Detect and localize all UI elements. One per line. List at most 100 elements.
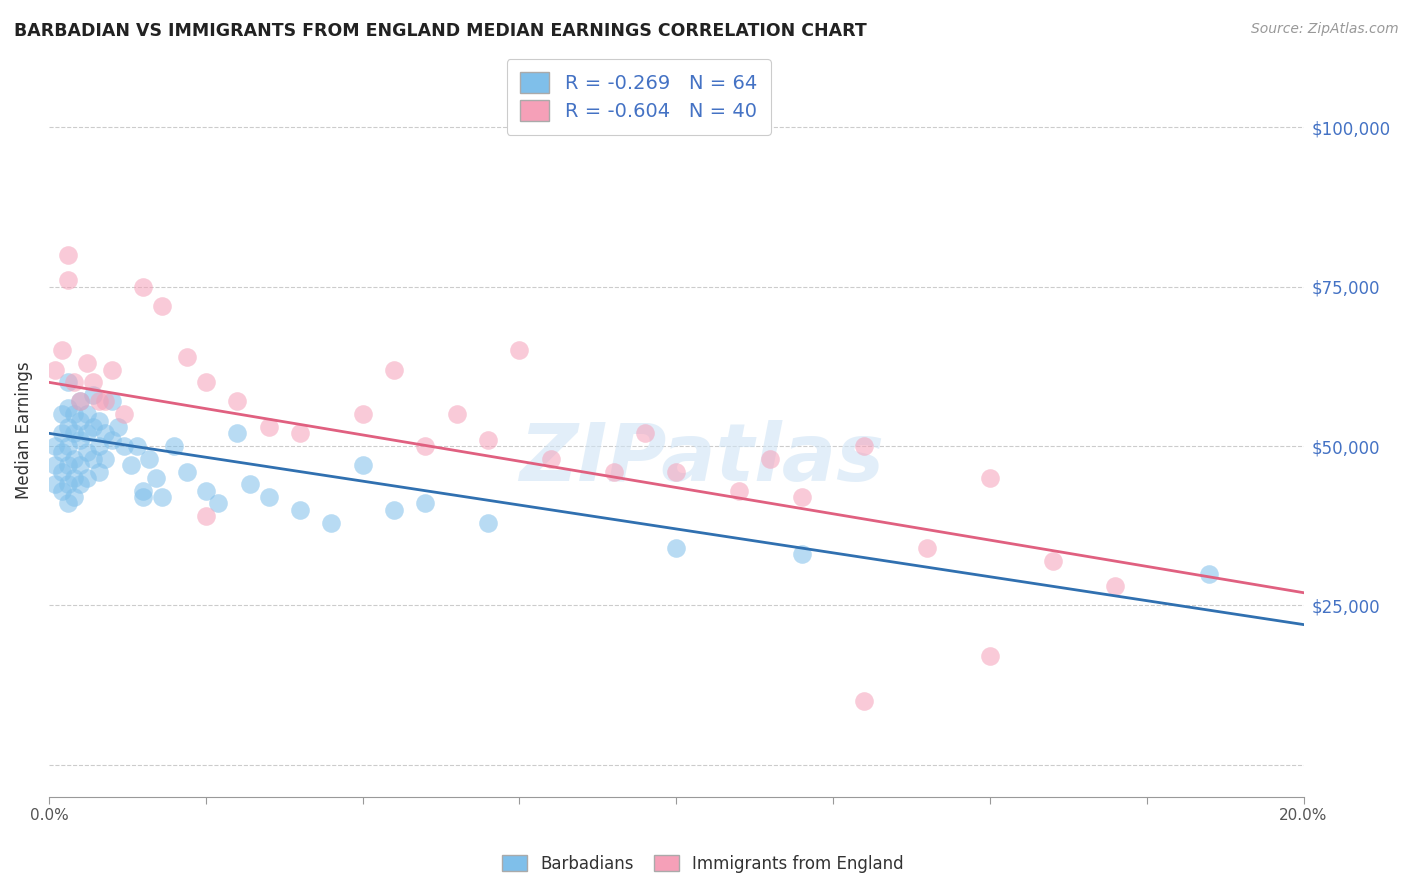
Point [120, 458, 142, 473]
Point [82, 376, 104, 390]
Point [51, 407, 73, 421]
Point [51, 483, 73, 498]
Point [56, 439, 79, 453]
Point [89, 439, 111, 453]
Point [51, 426, 73, 441]
Text: ZIPatlas: ZIPatlas [519, 420, 884, 499]
Point [100, 362, 122, 376]
Point [665, 465, 688, 479]
Point [51, 465, 73, 479]
Point [508, 343, 530, 358]
Point [56, 420, 79, 434]
Point [112, 407, 135, 421]
Point [257, 490, 280, 504]
Point [382, 503, 405, 517]
Point [321, 516, 343, 530]
Point [1104, 579, 1126, 593]
Point [176, 350, 198, 364]
Point [51, 343, 73, 358]
Point [94, 426, 117, 441]
Point [56, 458, 79, 473]
Point [352, 407, 374, 421]
Point [163, 439, 186, 453]
Point [150, 299, 173, 313]
Text: BARBADIAN VS IMMIGRANTS FROM ENGLAND MEDIAN EARNINGS CORRELATION CHART: BARBADIAN VS IMMIGRANTS FROM ENGLAND MED… [14, 22, 868, 40]
Point [89, 414, 111, 428]
Point [194, 483, 217, 498]
Point [44, 477, 66, 491]
Point [89, 465, 111, 479]
Point [82, 388, 104, 402]
Point [853, 694, 876, 708]
Point [226, 394, 249, 409]
Point [63, 407, 86, 421]
Point [89, 394, 111, 409]
Point [125, 439, 148, 453]
Point [665, 541, 688, 555]
Point [132, 490, 155, 504]
Point [415, 496, 437, 510]
Point [132, 279, 155, 293]
Point [415, 439, 437, 453]
Point [63, 376, 86, 390]
Y-axis label: Median Earnings: Median Earnings [15, 361, 32, 499]
Point [540, 451, 562, 466]
Point [63, 426, 86, 441]
Point [69, 414, 91, 428]
Point [63, 451, 86, 466]
Point [76, 356, 98, 370]
Point [790, 490, 813, 504]
Point [100, 394, 122, 409]
Point [138, 451, 160, 466]
Point [100, 433, 122, 447]
Point [790, 548, 813, 562]
Point [634, 426, 657, 441]
Point [602, 465, 624, 479]
Point [257, 420, 280, 434]
Point [979, 471, 1001, 485]
Legend: Barbadians, Immigrants from England: Barbadians, Immigrants from England [495, 848, 911, 880]
Point [56, 248, 79, 262]
Point [69, 458, 91, 473]
Point [207, 496, 229, 510]
Point [446, 407, 468, 421]
Point [1042, 554, 1064, 568]
Point [56, 496, 79, 510]
Point [194, 376, 217, 390]
Point [1198, 566, 1220, 581]
Point [239, 477, 262, 491]
Point [76, 407, 98, 421]
Point [176, 465, 198, 479]
Point [915, 541, 938, 555]
Point [853, 439, 876, 453]
Point [150, 490, 173, 504]
Point [477, 433, 499, 447]
Point [145, 471, 167, 485]
Point [76, 426, 98, 441]
Point [382, 362, 405, 376]
Point [69, 433, 91, 447]
Point [44, 362, 66, 376]
Point [477, 516, 499, 530]
Point [112, 439, 135, 453]
Point [69, 477, 91, 491]
Point [226, 426, 249, 441]
Point [82, 451, 104, 466]
Point [56, 376, 79, 390]
Point [107, 420, 129, 434]
Point [44, 458, 66, 473]
Point [352, 458, 374, 473]
Point [288, 503, 311, 517]
Point [728, 483, 751, 498]
Point [94, 451, 117, 466]
Point [69, 394, 91, 409]
Point [759, 451, 782, 466]
Text: Source: ZipAtlas.com: Source: ZipAtlas.com [1251, 22, 1399, 37]
Point [94, 394, 117, 409]
Point [56, 477, 79, 491]
Point [56, 273, 79, 287]
Point [288, 426, 311, 441]
Point [63, 490, 86, 504]
Point [82, 420, 104, 434]
Point [132, 483, 155, 498]
